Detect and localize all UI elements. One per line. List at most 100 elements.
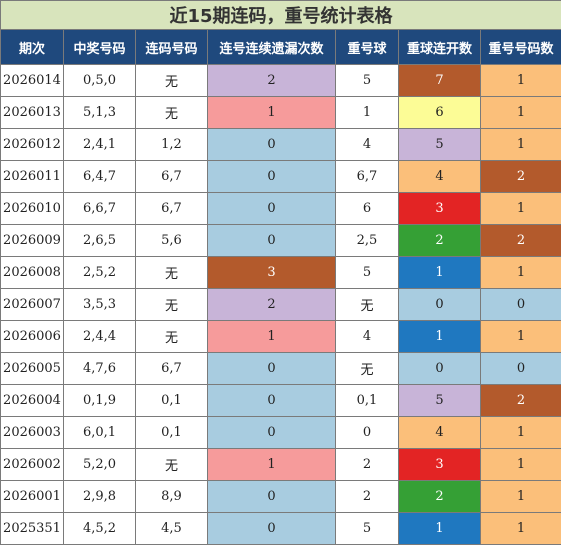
cell-repeat-count: 1 [479, 320, 561, 353]
table-row: 2026008 2,5,2 无 3 5 1 1 [0, 256, 561, 289]
cell-period: 2026001 [0, 480, 64, 513]
header-consecutive: 连码号码 [135, 29, 208, 65]
cell-consecutive: 无 [135, 288, 208, 321]
cell-consecutive: 无 [135, 96, 208, 129]
cell-repeat-ball: 5 [335, 512, 399, 545]
cell-repeat-run: 6 [398, 96, 481, 129]
cell-period: 2025351 [0, 512, 64, 545]
cell-consecutive: 无 [135, 448, 208, 481]
cell-repeat-ball: 2 [335, 480, 399, 513]
cell-period: 2026007 [0, 288, 64, 321]
cell-consecutive: 6,7 [135, 352, 208, 385]
cell-consecutive: 无 [135, 256, 208, 289]
cell-repeat-count: 1 [479, 480, 561, 513]
table-row: 2025351 4,5,2 4,5 0 5 1 1 [0, 512, 561, 545]
cell-repeat-run: 1 [398, 512, 481, 545]
cell-repeat-run: 4 [398, 416, 481, 449]
cell-consecutive-miss: 1 [207, 320, 336, 353]
cell-consecutive-miss: 0 [207, 192, 336, 225]
cell-consecutive: 8,9 [135, 480, 208, 513]
cell-repeat-ball: 无 [335, 288, 399, 321]
cell-consecutive-miss: 0 [207, 416, 336, 449]
cell-consecutive-miss: 2 [207, 288, 336, 321]
cell-period: 2026008 [0, 256, 64, 289]
cell-period: 2026014 [0, 64, 64, 97]
cell-period: 2026004 [0, 384, 64, 417]
cell-consecutive: 0,1 [135, 384, 208, 417]
cell-numbers: 2,5,2 [63, 256, 136, 289]
cell-repeat-run: 2 [398, 224, 481, 257]
header-consecutive-miss: 连号连续遗漏次数 [207, 29, 336, 65]
cell-repeat-count: 1 [479, 512, 561, 545]
table-row: 2026011 6,4,7 6,7 0 6,7 4 2 [0, 160, 561, 193]
cell-numbers: 6,4,7 [63, 160, 136, 193]
cell-repeat-ball: 2,5 [335, 224, 399, 257]
cell-numbers: 2,4,1 [63, 128, 136, 161]
cell-repeat-count: 0 [479, 288, 561, 321]
cell-repeat-count: 1 [479, 416, 561, 449]
header-repeat-count: 重号号码数 [479, 29, 561, 65]
cell-repeat-count: 1 [479, 128, 561, 161]
table-body: 2026014 0,5,0 无 2 5 7 1 2026013 5,1,3 无 1 1 6 1 202601… [0, 64, 561, 545]
table-row: 2026014 0,5,0 无 2 5 7 1 [0, 64, 561, 97]
cell-repeat-ball: 1 [335, 96, 399, 129]
cell-period: 2026003 [0, 416, 64, 449]
cell-consecutive: 6,7 [135, 192, 208, 225]
cell-period: 2026013 [0, 96, 64, 129]
cell-consecutive-miss: 0 [207, 480, 336, 513]
cell-consecutive: 6,7 [135, 160, 208, 193]
cell-consecutive: 无 [135, 320, 208, 353]
cell-consecutive-miss: 0 [207, 224, 336, 257]
cell-consecutive: 无 [135, 64, 208, 97]
cell-period: 2026002 [0, 448, 64, 481]
cell-consecutive-miss: 2 [207, 64, 336, 97]
cell-consecutive: 1,2 [135, 128, 208, 161]
cell-numbers: 5,1,3 [63, 96, 136, 129]
cell-consecutive-miss: 0 [207, 384, 336, 417]
table-row: 2026013 5,1,3 无 1 1 6 1 [0, 96, 561, 129]
header-period: 期次 [0, 29, 64, 65]
table-row: 2026001 2,9,8 8,9 0 2 2 1 [0, 480, 561, 513]
table-row: 2026010 6,6,7 6,7 0 6 3 1 [0, 192, 561, 225]
header-repeat-ball: 重号球 [335, 29, 399, 65]
cell-repeat-ball: 5 [335, 256, 399, 289]
cell-repeat-run: 1 [398, 320, 481, 353]
cell-numbers: 0,5,0 [63, 64, 136, 97]
cell-repeat-count: 1 [479, 448, 561, 481]
table-row: 2026002 5,2,0 无 1 2 3 1 [0, 448, 561, 481]
cell-repeat-count: 1 [479, 96, 561, 129]
cell-repeat-ball: 4 [335, 128, 399, 161]
cell-repeat-run: 1 [398, 256, 481, 289]
cell-repeat-ball: 5 [335, 64, 399, 97]
cell-consecutive: 4,5 [135, 512, 208, 545]
cell-period: 2026006 [0, 320, 64, 353]
cell-repeat-ball: 2 [335, 448, 399, 481]
cell-repeat-ball: 6 [335, 192, 399, 225]
cell-numbers: 5,2,0 [63, 448, 136, 481]
cell-repeat-count: 2 [479, 384, 561, 417]
header-repeat-run: 重球连开数 [398, 29, 481, 65]
cell-numbers: 6,0,1 [63, 416, 136, 449]
cell-consecutive-miss: 0 [207, 512, 336, 545]
table-row: 2026006 2,4,4 无 1 4 1 1 [0, 320, 561, 353]
cell-repeat-ball: 0 [335, 416, 399, 449]
cell-numbers: 2,4,4 [63, 320, 136, 353]
cell-repeat-run: 5 [398, 128, 481, 161]
table-row: 2026009 2,6,5 5,6 0 2,5 2 2 [0, 224, 561, 257]
cell-repeat-count: 1 [479, 256, 561, 289]
cell-numbers: 4,7,6 [63, 352, 136, 385]
cell-repeat-count: 0 [479, 352, 561, 385]
cell-repeat-ball: 6,7 [335, 160, 399, 193]
table-row: 2026004 0,1,9 0,1 0 0,1 5 2 [0, 384, 561, 417]
cell-period: 2026010 [0, 192, 64, 225]
cell-consecutive: 5,6 [135, 224, 208, 257]
cell-repeat-run: 2 [398, 480, 481, 513]
cell-numbers: 2,6,5 [63, 224, 136, 257]
header-numbers: 中奖号码 [63, 29, 136, 65]
cell-period: 2026011 [0, 160, 64, 193]
cell-consecutive-miss: 3 [207, 256, 336, 289]
cell-numbers: 0,1,9 [63, 384, 136, 417]
cell-numbers: 4,5,2 [63, 512, 136, 545]
cell-repeat-run: 0 [398, 288, 481, 321]
table-row: 2026003 6,0,1 0,1 0 0 4 1 [0, 416, 561, 449]
